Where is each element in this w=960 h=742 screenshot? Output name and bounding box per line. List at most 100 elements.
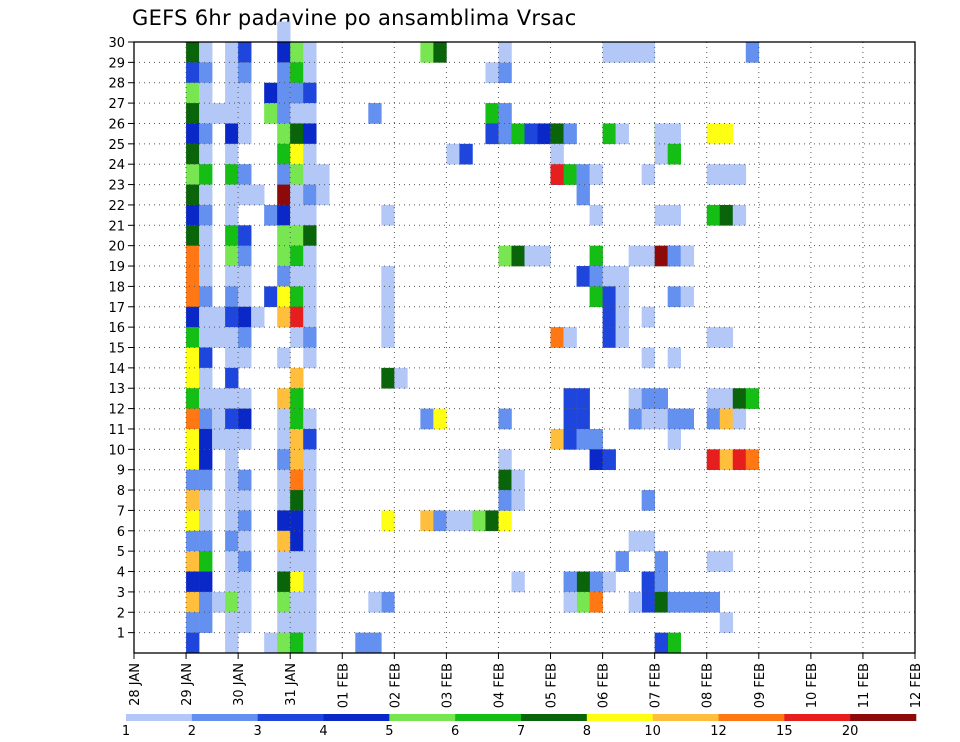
heatmap-cell xyxy=(459,143,473,165)
heatmap-cell xyxy=(277,408,291,430)
heatmap-cell xyxy=(745,449,760,470)
heatmap-cell xyxy=(199,408,213,430)
heatmap-cell xyxy=(719,123,734,145)
y-tick-label: 2 xyxy=(117,606,125,621)
heatmap-cell xyxy=(303,123,317,145)
heatmap-cell xyxy=(290,530,304,552)
heatmap-cell xyxy=(641,347,655,369)
heatmap-cell xyxy=(368,591,382,613)
heatmap-cell xyxy=(667,123,681,145)
heatmap-cell xyxy=(238,612,252,633)
heatmap-cell xyxy=(186,245,200,267)
heatmap-cell xyxy=(225,388,239,409)
y-tick-label: 19 xyxy=(108,260,125,275)
heatmap-cell xyxy=(303,428,317,450)
heatmap-cell xyxy=(277,388,291,409)
heatmap-cell xyxy=(303,245,317,267)
heatmap-cell xyxy=(212,388,226,409)
heatmap-cell xyxy=(277,571,291,593)
heatmap-cell xyxy=(225,184,239,206)
heatmap-cell xyxy=(225,245,239,267)
legend-swatch xyxy=(323,714,390,721)
y-tick-label: 3 xyxy=(117,586,125,601)
y-tick-label: 28 xyxy=(108,77,125,92)
heatmap-cell xyxy=(238,327,252,348)
heatmap-cell xyxy=(238,571,252,593)
heatmap-cell xyxy=(199,245,213,267)
heatmap-cell xyxy=(186,164,200,185)
heatmap-cell xyxy=(277,62,291,84)
heatmap-cell xyxy=(199,143,213,165)
chart-title: GEFS 6hr padavine po ansamblima Vrsac xyxy=(132,6,577,30)
heatmap-cell xyxy=(368,632,382,654)
heatmap-cell xyxy=(303,347,317,369)
heatmap-cell xyxy=(186,449,200,470)
heatmap-cell xyxy=(719,204,734,226)
heatmap-cell xyxy=(550,327,564,348)
heatmap-cell xyxy=(654,123,668,145)
heatmap-cell xyxy=(225,428,239,450)
heatmap-cell xyxy=(641,388,655,409)
heatmap-cell xyxy=(199,571,213,593)
heatmap-cell xyxy=(355,632,369,654)
heatmap-cell xyxy=(654,388,668,409)
heatmap-cell xyxy=(667,428,681,450)
heatmap-cell xyxy=(628,530,642,552)
heatmap-cell xyxy=(186,428,200,450)
x-tick-label: 08 FEB xyxy=(701,663,716,708)
heatmap-cell xyxy=(199,469,213,491)
heatmap-cell xyxy=(511,571,525,593)
x-tick-label: 30 JAN xyxy=(232,663,247,706)
heatmap-cell xyxy=(225,469,239,491)
legend-swatch xyxy=(652,714,719,721)
heatmap-cell xyxy=(303,612,317,633)
heatmap-cell xyxy=(277,449,291,470)
heatmap-cell xyxy=(628,245,642,267)
legend-label: 6 xyxy=(451,724,459,739)
heatmap-cell xyxy=(277,306,291,328)
heatmap-cell xyxy=(602,123,616,145)
heatmap-cell xyxy=(290,591,304,613)
heatmap-cell xyxy=(602,571,616,593)
heatmap-cell xyxy=(277,632,291,654)
heatmap-cell xyxy=(212,408,226,430)
heatmap-cell xyxy=(303,286,317,308)
heatmap-cell xyxy=(277,266,291,287)
heatmap-cell xyxy=(225,530,239,552)
y-tick-label: 1 xyxy=(117,627,125,642)
heatmap-cell xyxy=(199,204,213,226)
heatmap-cell xyxy=(303,591,317,613)
heatmap-cell xyxy=(290,245,304,267)
heatmap-cell xyxy=(303,164,317,185)
heatmap-cell xyxy=(381,591,395,613)
legend-label: 8 xyxy=(583,724,591,739)
heatmap-cell xyxy=(550,428,564,450)
heatmap-cell xyxy=(225,225,239,246)
heatmap-cell xyxy=(303,530,317,552)
heatmap-cell xyxy=(602,306,616,328)
heatmap-cell xyxy=(641,245,655,267)
heatmap-cell xyxy=(238,306,252,328)
heatmap-cell xyxy=(303,449,317,470)
heatmap-cell xyxy=(290,184,304,206)
heatmap-cell xyxy=(225,62,239,84)
heatmap-cell xyxy=(186,204,200,226)
heatmap-cell xyxy=(303,184,317,206)
legend-swatch xyxy=(718,714,785,721)
heatmap-cell xyxy=(290,510,304,532)
heatmap-cell xyxy=(186,551,200,572)
heatmap-cell xyxy=(290,103,304,124)
heatmap-cell xyxy=(433,42,447,63)
heatmap-cell xyxy=(251,306,265,328)
heatmap-cell xyxy=(563,428,577,450)
heatmap-cell xyxy=(199,62,213,84)
heatmap-cell xyxy=(550,123,564,145)
heatmap-cell xyxy=(199,123,213,145)
heatmap-cell xyxy=(667,632,681,654)
heatmap-cell xyxy=(238,286,252,308)
heatmap-cell xyxy=(511,245,525,267)
heatmap-cell xyxy=(316,164,330,185)
heatmap-cell xyxy=(706,123,721,145)
heatmap-cell xyxy=(654,408,668,430)
heatmap-cell xyxy=(303,225,317,246)
